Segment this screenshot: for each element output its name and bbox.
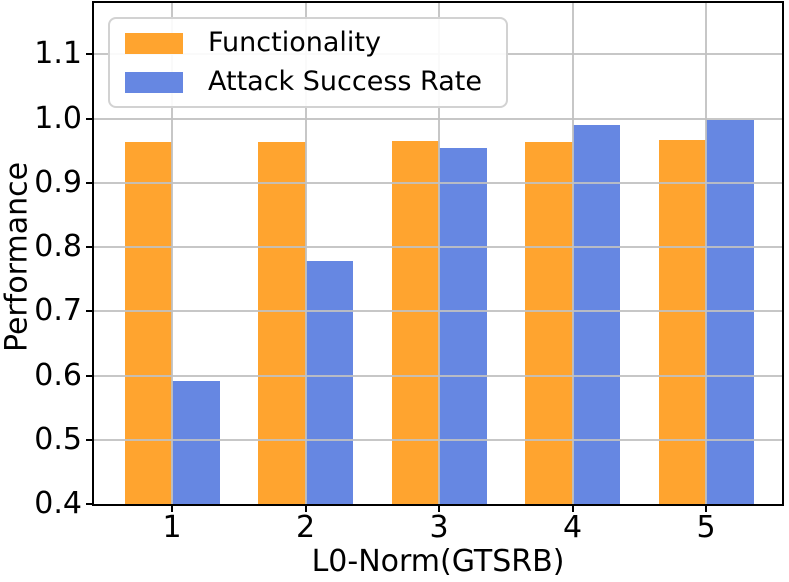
bar-functionality-x2 [258, 141, 306, 504]
legend-item-functionality: Functionality [110, 28, 506, 58]
legend-item-attack-success-rate: Attack Success Rate [110, 67, 506, 97]
functionality-swatch [125, 32, 183, 54]
bar-attack-success-rate-x4 [572, 125, 620, 504]
y-tick-mark-0.5 [86, 438, 94, 441]
x-tick-mark-3 [438, 504, 440, 512]
x-tick-mark-1 [171, 504, 173, 512]
bar-functionality-x3 [391, 141, 439, 504]
x-tick-label-3: 3 [429, 510, 449, 545]
x-tick-mark-4 [571, 504, 574, 512]
y-tick-label-0.6: 0.6 [34, 357, 82, 393]
attack-success-rate-swatch [125, 71, 183, 93]
bar-functionality-x4 [525, 142, 573, 504]
bar-functionality-x5 [658, 139, 706, 504]
x-tick-label-2: 2 [295, 510, 316, 545]
y-tick-label-1.1: 1.1 [34, 36, 82, 72]
y-tick-label-0.4: 0.4 [34, 486, 82, 521]
y-tick-mark-1.1 [86, 53, 94, 56]
bar-attack-success-rate-x3 [439, 148, 487, 504]
y-tick-mark-0.6 [86, 374, 94, 377]
y-tick-label-0.7: 0.7 [34, 293, 82, 329]
x-tick-mark-2 [304, 504, 307, 512]
y-tick-label-0.9: 0.9 [34, 164, 82, 200]
y-tick-label-0.5: 0.5 [34, 421, 82, 457]
y-tick-mark-0.8 [86, 246, 94, 249]
x-axis-label: L0-Norm(GTSRB) [311, 544, 565, 579]
x-tick-label-5: 5 [696, 510, 716, 545]
legend-label-attack-success-rate: Attack Success Rate [208, 66, 482, 97]
y-tick-mark-1.0 [86, 117, 94, 120]
bar-attack-success-rate-x2 [305, 261, 353, 504]
y-tick-label-0.8: 0.8 [34, 229, 82, 265]
legend: Functionality Attack Success Rate [108, 17, 508, 108]
x-tick-label-1: 1 [162, 510, 182, 545]
x-tick-mark-5 [705, 504, 707, 512]
bar-attack-success-rate-x5 [706, 119, 754, 504]
y-tick-label-1.0: 1.0 [34, 100, 82, 136]
y-tick-mark-0.4 [86, 503, 94, 505]
x-tick-label-4: 4 [562, 510, 583, 545]
y-tick-mark-0.7 [86, 310, 94, 313]
bar-attack-success-rate-x1 [172, 380, 220, 504]
legend-label-functionality: Functionality [208, 27, 381, 58]
y-tick-mark-0.9 [86, 181, 94, 184]
bar-functionality-x1 [124, 141, 172, 504]
